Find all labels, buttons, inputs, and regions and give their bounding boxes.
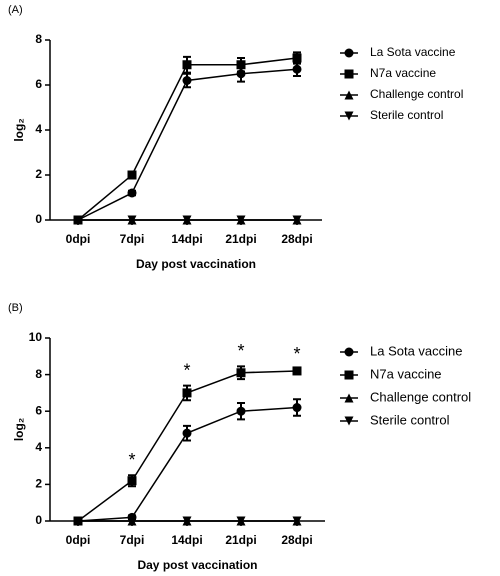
x-tick-label: 0dpi [66,232,91,246]
y-tick-label: 2 [35,167,42,181]
y-tick-label: 8 [35,32,42,46]
legend-label: Sterile control [370,412,450,427]
x-tick-label: 7dpi [120,533,145,547]
significance-mark: * [128,450,135,470]
legend-label: La Sota vaccine [370,343,463,358]
x-tick-label: 21dpi [225,533,256,547]
marker [182,215,192,225]
y-tick-label: 8 [35,367,42,381]
marker [73,516,83,526]
marker [182,388,192,398]
legend-label: La Sota vaccine [370,45,456,59]
y-tick-label: 4 [35,440,42,454]
legend-marker [344,69,354,79]
legend-marker [344,48,354,58]
legend-marker [344,370,354,380]
marker [292,64,302,74]
marker [182,76,192,85]
marker [73,215,83,225]
panel-label: (A) [8,4,23,16]
marker [127,516,137,526]
x-tick-label: 28dpi [281,533,312,547]
y-tick-label: 0 [35,212,42,226]
marker [236,406,246,416]
significance-mark: * [293,344,300,364]
marker [292,516,302,526]
significance-mark: * [183,360,190,380]
marker [236,60,246,70]
y-tick-label: 4 [35,122,42,136]
x-tick-label: 28dpi [281,232,312,246]
legend-label: Sterile control [370,108,443,122]
y-axis-label: log₂ [12,118,26,141]
marker [127,188,137,198]
x-axis-label: Day post vaccination [137,558,257,572]
legend-label: N7a vaccine [370,366,442,381]
x-tick-label: 7dpi [120,232,145,246]
series-line [77,68,298,221]
legend-marker [344,111,354,121]
marker [236,516,246,526]
y-tick-label: 6 [35,403,42,417]
marker [292,403,302,413]
marker [182,60,192,70]
marker [292,53,302,63]
series-line [77,406,298,522]
y-axis-label: log₂ [12,418,26,441]
marker [182,428,192,438]
y-tick-label: 6 [35,77,42,91]
marker [127,215,137,225]
legend-marker [344,416,354,426]
marker [292,366,302,376]
marker [236,368,246,378]
panel-label: (B) [8,302,23,314]
legend-label: Challenge control [370,87,463,101]
legend-marker [344,347,354,357]
legend-label: Challenge control [370,389,471,404]
y-tick-label: 0 [35,513,42,527]
x-tick-label: 0dpi [66,533,91,547]
x-tick-label: 14dpi [171,232,202,246]
x-tick-label: 21dpi [225,232,256,246]
legend-label: N7a vaccine [370,66,436,80]
marker [127,170,137,180]
legend-marker [344,90,354,100]
marker [127,476,137,486]
x-tick-label: 14dpi [171,533,202,547]
legend-marker [344,393,354,403]
significance-mark: * [237,341,244,361]
marker [236,215,246,225]
marker [182,516,192,526]
x-axis-label: Day post vaccination [136,257,256,271]
y-tick-label: 10 [29,330,43,344]
marker [292,215,302,225]
y-tick-label: 2 [35,477,42,491]
